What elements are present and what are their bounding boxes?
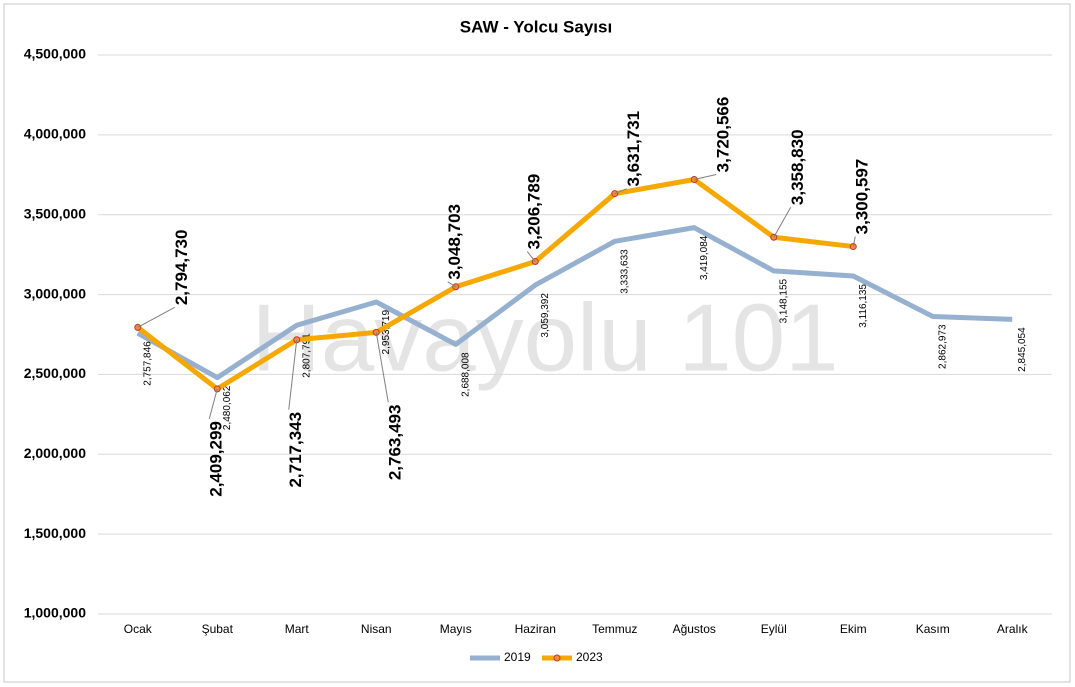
legend-label: 2023 [576,650,603,664]
data-label: 3,333,633 [619,249,630,294]
x-tick-label: Mayıs [440,622,472,636]
data-label: 3,720,566 [714,97,733,173]
x-tick-label: Kasım [916,622,950,636]
leader-line [694,173,717,180]
data-label: 3,148,155 [778,278,789,323]
x-tick-label: Temmuz [592,622,637,636]
y-tick-label: 1,000,000 [24,605,86,621]
data-label: 2,807,791 [301,333,312,378]
data-label: 2,845,054 [1017,327,1028,372]
y-tick-label: 2,000,000 [24,445,86,461]
x-tick-label: Haziran [515,622,556,636]
y-tick-label: 4,500,000 [24,46,86,62]
x-tick-label: Ekim [840,622,867,636]
data-label: 2,763,493 [386,405,405,481]
data-label: 2,688,008 [460,352,471,397]
x-tick-label: Şubat [202,622,234,636]
data-label: 2,757,846 [142,341,153,386]
x-tick-label: Mart [285,622,310,636]
y-tick-label: 3,500,000 [24,205,86,221]
chart-border [3,3,1071,683]
chart-title: SAW - Yolcu Sayısı [460,17,612,36]
leader-line [288,339,298,410]
data-label: 2,480,062 [222,385,233,430]
x-tick-label: Eylül [761,622,787,636]
y-tick-label: 2,500,000 [24,365,86,381]
x-tick-label: Nisan [361,622,392,636]
data-label: 3,206,789 [525,174,544,250]
legend-marker [553,654,561,662]
x-tick-label: Ocak [124,622,153,636]
series-line [136,176,854,392]
leader-line [137,306,175,328]
leader-line [773,207,792,238]
y-tick-label: 3,000,000 [24,285,86,301]
leader-line [852,236,856,247]
data-label: 3,048,703 [445,204,464,280]
leader-line [614,188,627,195]
data-label: 3,116,135 [858,284,869,328]
data-label: 2,409,299 [207,421,226,497]
data-label: 3,358,830 [788,129,807,205]
data-label: 2,794,730 [172,230,191,306]
x-tick-label: Ağustos [673,622,716,636]
watermark: Havayolu 101 [251,284,838,391]
legend-label: 2019 [504,650,531,664]
data-label: 3,419,084 [699,235,710,280]
data-label: 3,631,731 [624,111,643,187]
leader-line [447,281,457,288]
data-label: 3,300,597 [853,159,872,235]
leader-line [208,388,218,420]
data-label: 2,862,973 [937,324,948,369]
series-line [136,225,1013,381]
data-label: 2,717,343 [286,412,305,488]
leader-line [526,251,536,262]
y-tick-label: 1,500,000 [24,525,86,541]
y-tick-label: 4,000,000 [24,126,86,142]
x-tick-label: Aralık [997,622,1029,636]
data-label: 2,953,719 [381,310,392,355]
data-label: 3,059,392 [540,293,551,338]
leader-line [375,332,389,403]
